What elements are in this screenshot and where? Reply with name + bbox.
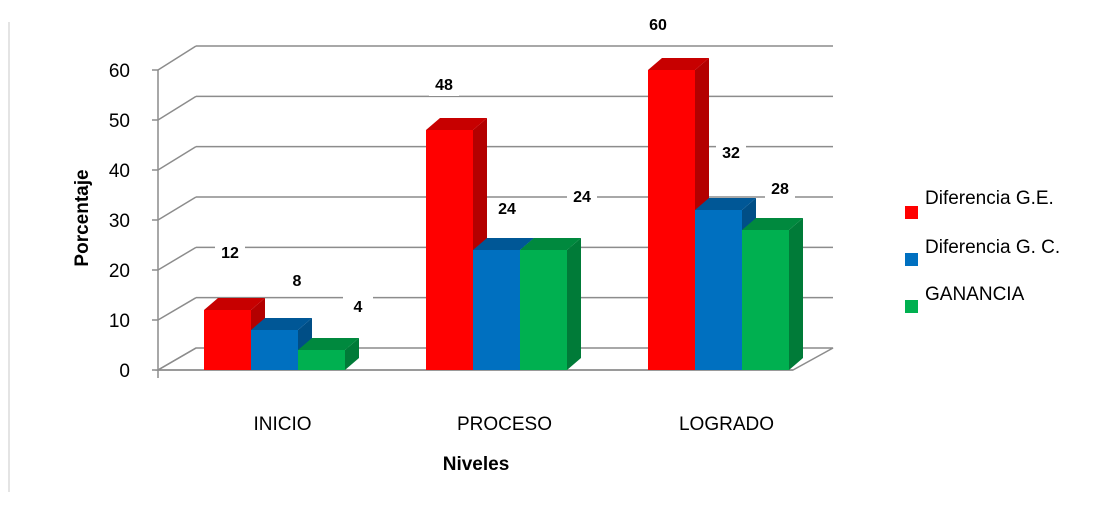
bar-top: [204, 298, 265, 310]
bar-top: [426, 118, 487, 130]
bar: [742, 218, 803, 370]
x-tick-label: PROCESO: [457, 414, 552, 435]
x-axis-title: Niveles: [443, 454, 510, 475]
legend: Diferencia G.E. Diferencia G. C. GANANCIA: [905, 188, 1060, 313]
bar-top: [251, 318, 312, 330]
bar-front: [204, 310, 251, 370]
side-wall-gridline: [157, 297, 197, 321]
data-label-bg: [215, 242, 245, 264]
data-label-bg: [765, 178, 795, 200]
bar-front: [695, 210, 742, 370]
data-label-bg: [343, 296, 373, 318]
bar: [298, 338, 359, 370]
data-label: 24: [498, 201, 516, 218]
x-tick-labels: INICIO PROCESO LOGRADO: [253, 414, 774, 435]
legend-swatch: [905, 206, 918, 219]
data-label-bg: [567, 186, 597, 208]
data-label: 24: [573, 189, 591, 206]
side-wall-gridline: [157, 45, 197, 71]
bar-front: [298, 350, 345, 370]
y-tick-label: 10: [109, 311, 130, 332]
legend-item: Diferencia G.E.: [905, 188, 1054, 219]
bar-top: [742, 218, 803, 230]
y-tick-label: 50: [109, 111, 130, 132]
y-tick-label: 60: [109, 61, 130, 82]
data-label: 12: [221, 245, 239, 262]
bar-side: [789, 218, 803, 370]
data-label: 48: [435, 77, 453, 94]
data-label-bg: [282, 270, 312, 292]
data-label: 4: [354, 299, 363, 316]
data-label: 28: [771, 181, 789, 198]
y-axis-title: Porcentaje: [72, 169, 93, 266]
side-wall-gridline: [157, 246, 197, 271]
bar-top: [520, 238, 581, 250]
legend-swatch: [905, 253, 918, 266]
bar-side: [345, 338, 359, 370]
side-wall-gridline: [157, 196, 197, 221]
bar-front: [251, 330, 298, 370]
data-label: 60: [649, 17, 667, 34]
legend-label: Diferencia G.E.: [925, 188, 1054, 209]
bar-top: [298, 338, 359, 350]
bar-top: [648, 58, 709, 70]
bar-front: [648, 70, 695, 370]
bar-top: [473, 238, 534, 250]
x-tick-label: INICIO: [253, 414, 311, 435]
bar-front: [742, 230, 789, 370]
y-tick-labels: 0 10 20 30 40 50 60: [109, 61, 130, 382]
data-label-bg: [429, 74, 459, 96]
x-tick-label: LOGRADO: [679, 414, 774, 435]
data-label-bg: [716, 142, 746, 164]
data-label: 32: [722, 145, 740, 162]
side-wall-gridline: [157, 146, 197, 171]
y-tick-label: 20: [109, 261, 130, 282]
bar-front: [473, 250, 520, 370]
bar-side: [567, 238, 581, 370]
y-tick-label: 0: [119, 361, 130, 382]
legend-swatch: [905, 300, 918, 313]
y-tick-label: 30: [109, 211, 130, 232]
bar-front: [426, 130, 473, 370]
side-wall-gridline: [157, 95, 197, 121]
y-tick-label: 40: [109, 161, 130, 182]
legend-label: Diferencia G. C.: [925, 237, 1060, 258]
bar: [520, 238, 581, 370]
data-label: 8: [293, 273, 302, 290]
legend-label: GANANCIA: [925, 284, 1025, 305]
legend-item: GANANCIA: [905, 284, 1025, 313]
data-labels: 12 8 4 48 24 24 60 32 28: [215, 14, 795, 318]
data-label-bg: [643, 14, 673, 36]
bar-front: [520, 250, 567, 370]
legend-item: Diferencia G. C.: [905, 237, 1060, 266]
bar-top: [695, 198, 756, 210]
data-label-bg: [492, 198, 522, 220]
bars: [204, 58, 803, 370]
